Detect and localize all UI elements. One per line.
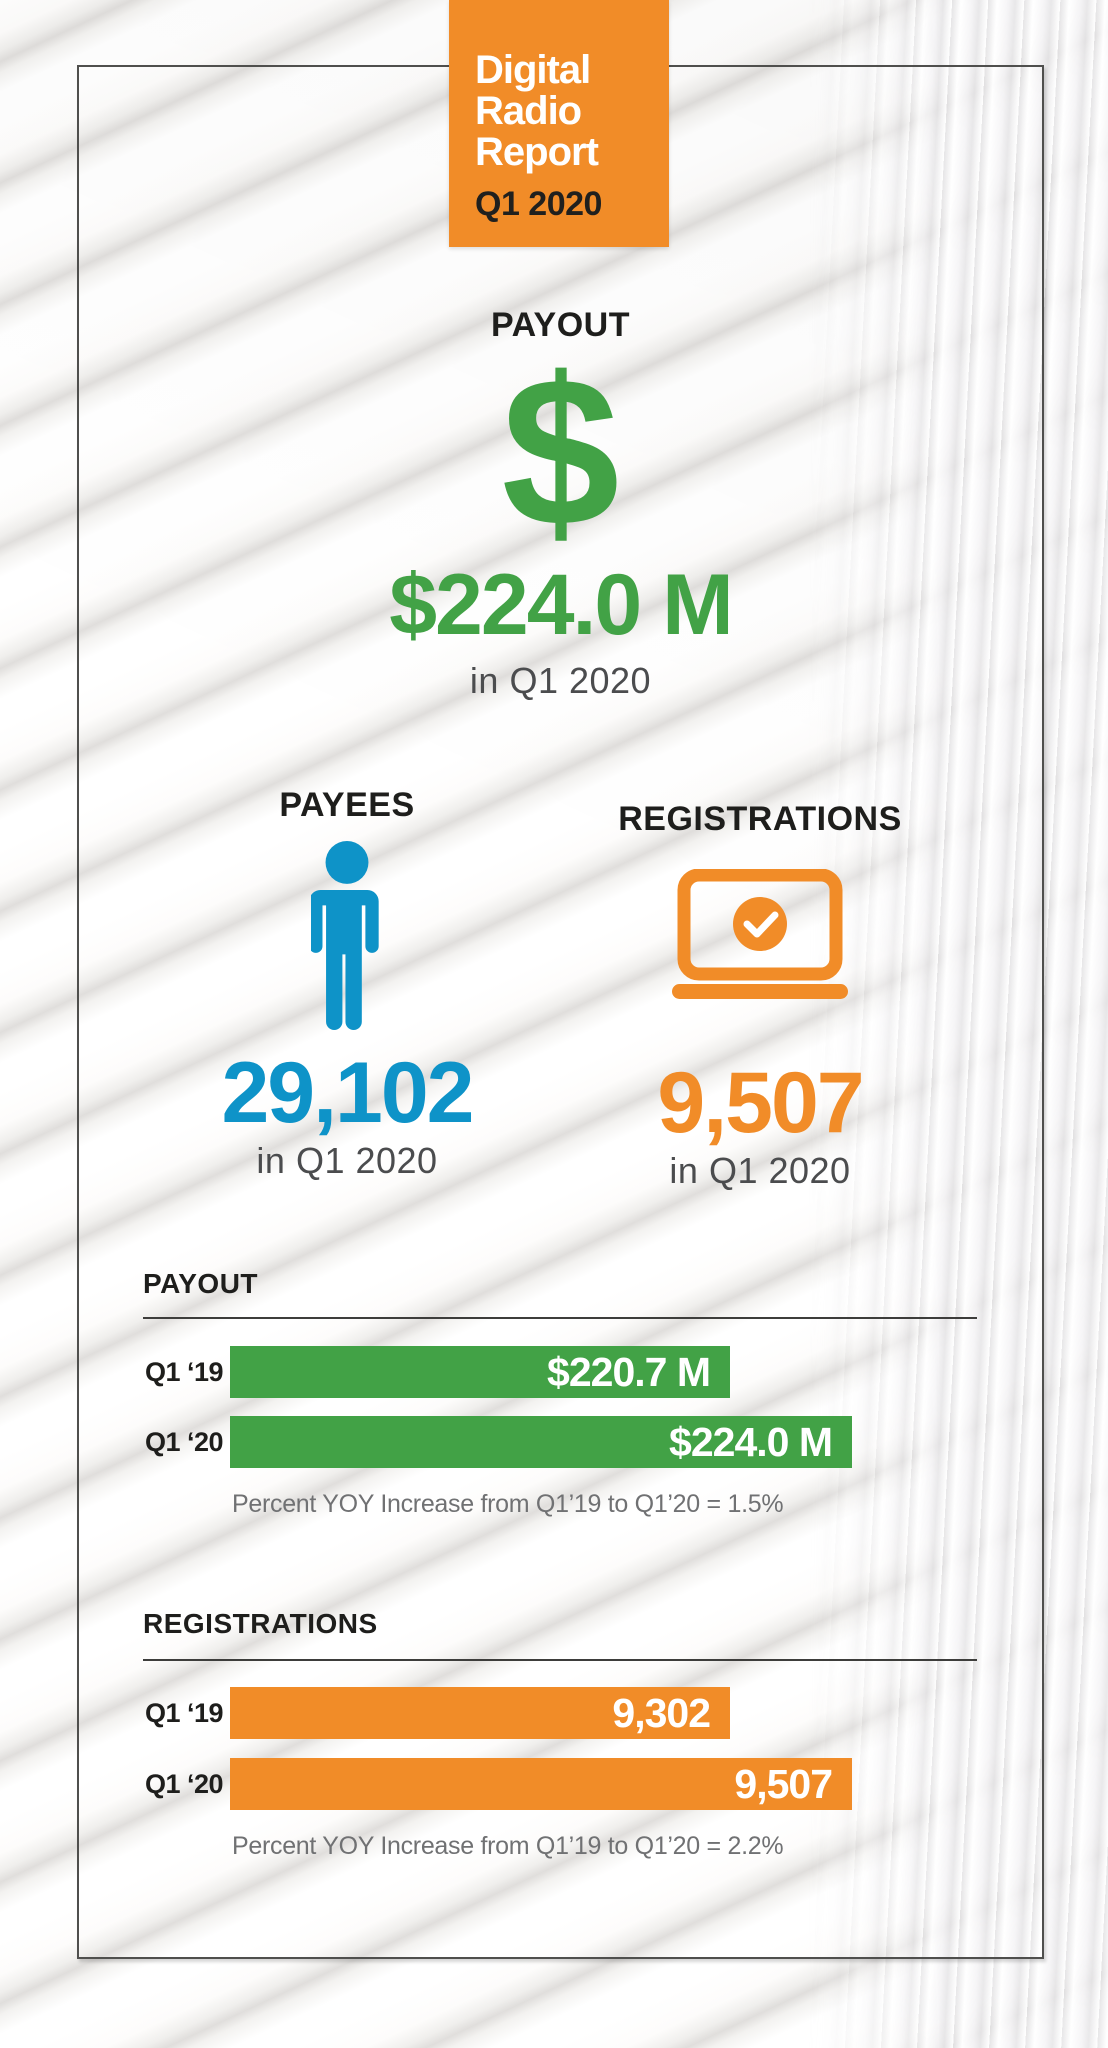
registrations-stat-heading: REGISTRATIONS [618, 800, 902, 838]
background-texture-right [808, 0, 1108, 2048]
bar-row-q1-19: Q1 ‘19 $220.7 M [143, 1346, 977, 1398]
bar-category-label: Q1 ‘19 [145, 1698, 224, 1728]
dollar-icon: $ [501, 333, 620, 570]
laptop-check-icon [672, 869, 848, 999]
payout-bar-q1-19: $220.7 M [230, 1346, 730, 1398]
bar-value-label: $220.7 M [547, 1349, 711, 1395]
registrations-bar-q1-20: 9,507 [230, 1758, 852, 1810]
payout-yoy-note: Percent YOY Increase from Q1’19 to Q1’20… [232, 1490, 784, 1518]
person-icon [311, 841, 383, 1031]
bar-row-q1-20: Q1 ‘20 $224.0 M [143, 1416, 977, 1468]
badge-title-line-1: Digital [475, 48, 591, 92]
payout-bar-chart: PAYOUT Q1 ‘19 $220.7 M Q1 ‘20 $224.0 M P… [143, 1268, 977, 1558]
registrations-stat-period: in Q1 2020 [669, 1150, 851, 1191]
payout-stat-period: in Q1 2020 [469, 660, 652, 701]
badge-title-line-2: Radio [475, 89, 582, 133]
registrations-stat-value: 9,507 [657, 1055, 864, 1151]
bar-row-q1-20: Q1 ‘20 9,507 [143, 1758, 977, 1810]
payout-stat-value: $224.0 M [389, 557, 734, 653]
bar-value-label: 9,507 [734, 1761, 833, 1807]
bar-value-label: 9,302 [612, 1690, 711, 1736]
report-badge: Digital Radio Report Q1 2020 [449, 0, 669, 247]
badge-quarter-label: Q1 2020 [475, 185, 602, 223]
payout-bar-q1-20: $224.0 M [230, 1416, 852, 1468]
bar-category-label: Q1 ‘19 [145, 1357, 224, 1387]
payees-stat-heading: PAYEES [279, 786, 415, 824]
divider-line [143, 1659, 977, 1661]
payees-stat-value: 29,102 [221, 1045, 474, 1141]
badge-title-line-3: Report [475, 130, 599, 174]
divider-line [143, 1317, 977, 1319]
payees-stat-period: in Q1 2020 [256, 1140, 438, 1181]
registrations-chart-title: REGISTRATIONS [143, 1608, 378, 1639]
registrations-yoy-note: Percent YOY Increase from Q1’19 to Q1’20… [232, 1832, 784, 1860]
payout-stat-heading: PAYOUT [490, 306, 631, 344]
bar-value-label: $224.0 M [669, 1419, 833, 1465]
registrations-bar-q1-19: 9,302 [230, 1687, 730, 1739]
bar-row-q1-19: Q1 ‘19 9,302 [143, 1687, 977, 1739]
bar-category-label: Q1 ‘20 [145, 1427, 224, 1457]
payout-chart-title: PAYOUT [143, 1268, 259, 1299]
registrations-bar-chart: REGISTRATIONS Q1 ‘19 9,302 Q1 ‘20 9,507 … [143, 1608, 977, 1898]
bar-category-label: Q1 ‘20 [145, 1769, 224, 1799]
